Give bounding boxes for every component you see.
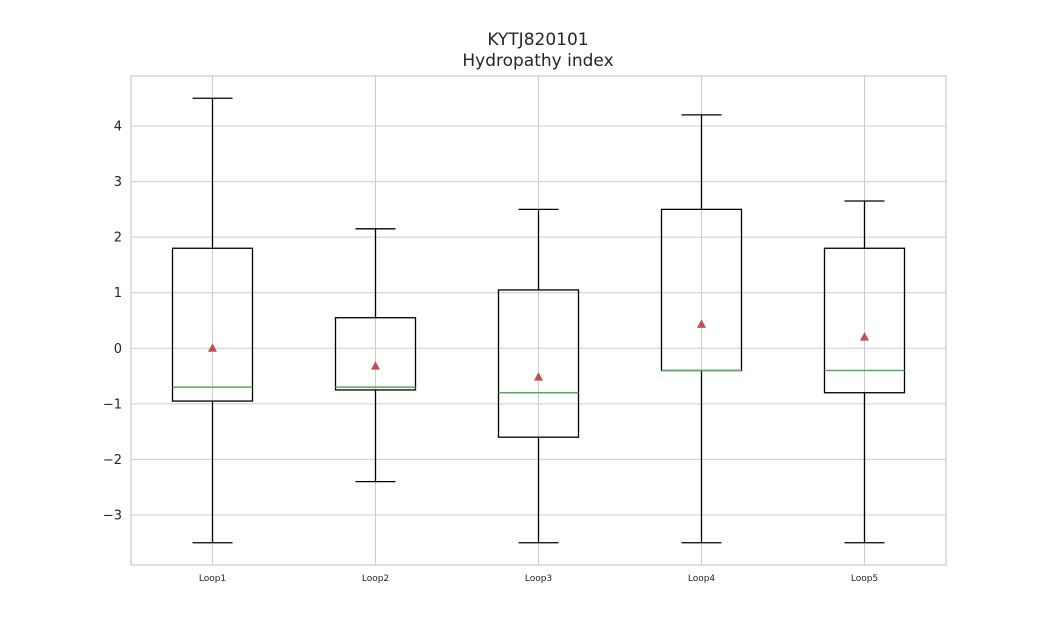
y-tick-label: −2 [103,453,122,468]
y-tick-label: 3 [114,175,122,190]
mean-marker [371,361,380,370]
y-tick-label: 0 [114,342,122,357]
mean-marker [534,372,543,381]
y-tick-label: 1 [114,286,122,301]
chart-subtitle: Hydropathy index [462,51,614,71]
box [334,317,417,391]
mean-marker [697,319,706,328]
box [497,289,580,438]
plot-frame [130,75,947,566]
mean-marker [860,332,869,341]
x-tick-label: Loop4 [688,574,716,584]
chart-title-line1: KYTJ820101 [487,30,589,50]
x-tick-label: Loop5 [851,574,878,584]
y-tick-label: −1 [103,397,122,412]
y-tick-label: 2 [114,231,122,246]
y-tick-label: −3 [103,508,122,523]
chart-title: KYTJ820101 Hydropathy index [0,30,1050,72]
box [823,247,906,394]
mean-marker [208,343,217,352]
x-tick-label: Loop3 [525,574,552,584]
y-tick-label: 4 [114,120,122,135]
box [171,247,254,402]
x-tick-label: Loop1 [199,574,226,584]
x-tick-label: Loop2 [362,574,389,584]
